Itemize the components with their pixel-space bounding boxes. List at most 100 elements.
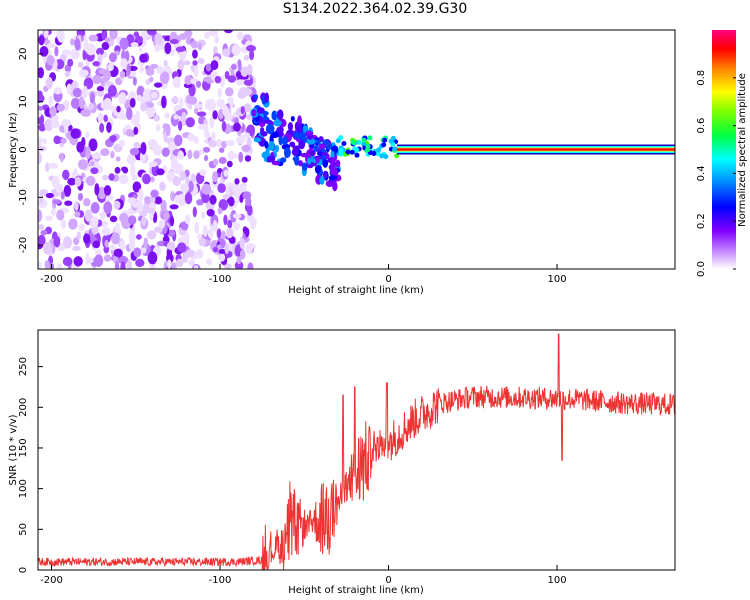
heatmap-cell <box>105 195 111 203</box>
heatmap-cell <box>146 104 156 118</box>
heatmap-cell <box>202 225 208 237</box>
heatmap-cell <box>216 99 225 108</box>
heatmap-cell <box>215 139 223 147</box>
heatmap-cell <box>251 109 257 117</box>
heatmap-cell <box>109 135 117 143</box>
heatmap-cell <box>48 162 59 169</box>
y-tick-label: 20 <box>18 48 29 61</box>
heatmap-cell <box>367 135 373 141</box>
heatmap-cell <box>68 218 78 230</box>
heatmap-cell <box>217 183 226 194</box>
heatmap-cell <box>78 96 85 110</box>
heatmap-cell <box>115 156 121 162</box>
heatmap-cell <box>141 216 147 227</box>
heatmap-cell <box>106 122 112 133</box>
heatmap-cell <box>200 211 206 219</box>
heatmap-cell <box>390 135 396 141</box>
heatmap-cell <box>38 123 46 132</box>
heatmap-cell <box>179 170 186 181</box>
heatmap-cell <box>73 200 79 212</box>
heatmap-cell <box>212 220 218 231</box>
heatmap-cell <box>180 182 189 193</box>
heatmap-cell <box>314 139 321 144</box>
y-tick-label: 200 <box>18 398 29 417</box>
heatmap-cell <box>193 150 200 160</box>
heatmap-cell <box>280 157 287 163</box>
heatmap-cell <box>382 137 388 143</box>
heatmap-cell <box>297 115 302 127</box>
heatmap-cell <box>172 176 182 187</box>
heatmap-cell <box>70 97 81 109</box>
heatmap-cell <box>212 158 219 166</box>
heatmap-cell <box>223 263 232 269</box>
heatmap-cell <box>184 232 190 244</box>
heatmap-cell <box>92 74 102 85</box>
heatmap-cell <box>173 114 179 120</box>
heatmap-cell <box>179 97 184 110</box>
heatmap-cell <box>126 63 131 76</box>
heatmap-cell <box>107 84 117 97</box>
heatmap-cell <box>212 171 218 183</box>
heatmap-cell <box>210 60 219 71</box>
heatmap-cell <box>104 37 111 43</box>
heatmap-cell <box>220 74 225 88</box>
heatmap-cell <box>136 234 142 240</box>
y-tick-label: -20 <box>18 237 29 253</box>
heatmap-cell <box>234 260 244 269</box>
heatmap-cell <box>322 158 329 168</box>
heatmap-cell <box>226 228 234 239</box>
heatmap-cell <box>45 192 55 199</box>
heatmap-cell <box>188 259 196 267</box>
heatmap-cell <box>90 167 99 175</box>
heatmap-cell <box>192 60 198 66</box>
heatmap-cell <box>95 249 102 257</box>
heatmap-cell <box>70 128 81 139</box>
heatmap-cell <box>46 54 55 66</box>
heatmap-cell <box>178 33 187 40</box>
heatmap-cell <box>77 61 84 68</box>
heatmap-cell <box>90 160 95 167</box>
heatmap-cell <box>38 93 45 104</box>
heatmap-cell <box>163 59 168 68</box>
heatmap-cell <box>107 63 114 72</box>
heatmap-cell <box>48 95 53 106</box>
heatmap-cell <box>243 103 252 113</box>
heatmap-cell <box>361 137 367 143</box>
snr-panel: -200 -100 0 100 0 50 100 150 200 250 Height of st… <box>8 329 676 596</box>
heatmap-cell <box>196 111 207 117</box>
heatmap-cell <box>188 96 198 105</box>
heatmap-cell <box>230 63 237 70</box>
heatmap-cell <box>305 130 314 136</box>
heatmap-cell <box>54 46 59 57</box>
heatmap-cell <box>105 98 112 109</box>
heatmap-cell <box>320 151 328 156</box>
heatmap-cell <box>216 228 222 239</box>
heatmap-cell <box>56 263 63 269</box>
heatmap-cell <box>150 176 155 183</box>
heatmap-cell <box>110 150 115 159</box>
heatmap-cell <box>64 122 69 134</box>
heatmap-cell <box>165 123 171 137</box>
heatmap-cell <box>94 183 100 196</box>
heatmap-cell <box>101 220 109 228</box>
heatmap-cell <box>60 219 67 229</box>
heatmap-cell <box>52 199 62 205</box>
heatmap-cell <box>287 122 293 131</box>
heatmap-cell <box>227 75 236 83</box>
heatmap-cell <box>96 86 105 92</box>
y-tick-label: 150 <box>18 438 29 457</box>
heatmap-cell <box>206 78 214 84</box>
heatmap-cell <box>298 135 306 141</box>
heatmap-cell <box>208 139 217 148</box>
heatmap-cell <box>209 116 215 129</box>
heatmap-cell <box>46 77 53 90</box>
heatmap-cell <box>39 46 49 57</box>
heatmap-cell <box>126 153 136 166</box>
heatmap-cell <box>128 230 136 244</box>
y-tick-label: -10 <box>18 189 29 205</box>
heatmap-cell <box>49 105 57 117</box>
heatmap-cell <box>92 61 101 67</box>
heatmap-cell <box>330 157 336 166</box>
heatmap-cell <box>161 95 167 109</box>
